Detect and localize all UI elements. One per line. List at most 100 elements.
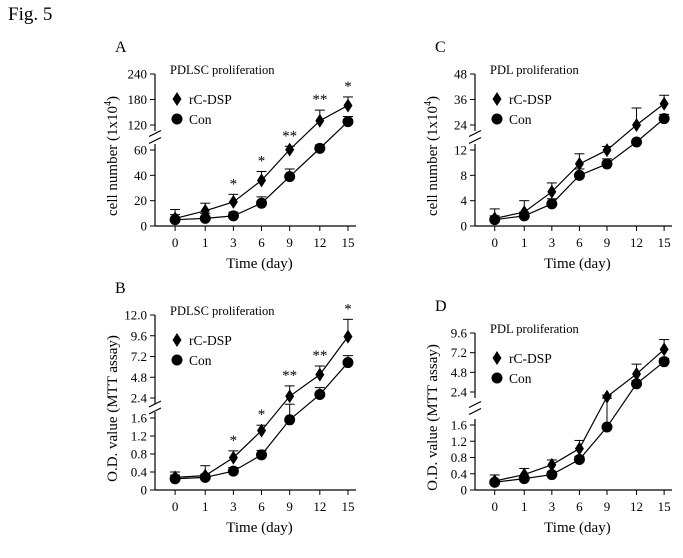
data-point-circle bbox=[199, 212, 211, 224]
y-tick-label: 4.8 bbox=[451, 365, 467, 380]
data-point-circle bbox=[256, 197, 268, 209]
x-tick-label: 6 bbox=[576, 235, 583, 250]
y-tick-label: 0.4 bbox=[451, 466, 468, 481]
legend-marker-circle bbox=[171, 113, 183, 125]
data-point-diamond bbox=[547, 457, 557, 472]
y-tick-label: 12 bbox=[454, 143, 467, 158]
y-tick-label: 1.2 bbox=[131, 429, 147, 444]
data-point-diamond bbox=[343, 98, 353, 113]
y-tick-label: 9.6 bbox=[131, 328, 148, 343]
chart-panel-a: A PDLSC proliferation 0 20 40 60 120 180 240 0 1 3 6… bbox=[103, 39, 356, 272]
x-tick-label: 12 bbox=[630, 499, 643, 514]
data-point-diamond bbox=[315, 367, 325, 382]
x-axis-label: Time (day) bbox=[544, 520, 611, 536]
series-rc-dsp bbox=[489, 94, 670, 226]
y-tick-label: 24 bbox=[454, 118, 468, 133]
x-tick-label: 15 bbox=[658, 235, 671, 250]
significance-marker: * bbox=[258, 154, 266, 170]
data-point-circle bbox=[284, 414, 296, 426]
chart-title: PDLSC proliferation bbox=[170, 304, 275, 318]
y-tick-label: 120 bbox=[128, 118, 148, 133]
panel-letter: D bbox=[435, 298, 447, 315]
x-tick-label: 0 bbox=[172, 235, 179, 250]
x-tick-label: 1 bbox=[202, 499, 209, 514]
y-tick-label: 0 bbox=[141, 483, 148, 498]
x-tick-label: 3 bbox=[549, 235, 556, 250]
data-point-diamond bbox=[490, 474, 500, 489]
data-point-circle bbox=[573, 454, 585, 466]
significance-marker: ** bbox=[282, 368, 297, 384]
x-tick-label: 6 bbox=[258, 235, 265, 250]
chart-title: PDL proliferation bbox=[490, 63, 580, 77]
legend-label: rC-DSP bbox=[189, 92, 232, 107]
y-axis-label: cell number (1x104) bbox=[103, 96, 121, 216]
legend-label: rC-DSP bbox=[509, 351, 552, 366]
series-rc-dsp bbox=[170, 318, 353, 485]
x-tick-label: 6 bbox=[258, 499, 265, 514]
significance-marker: * bbox=[344, 301, 352, 317]
chart-title: PDL proliferation bbox=[490, 322, 580, 336]
y-tick-label: 0 bbox=[461, 483, 468, 498]
data-point-diamond bbox=[602, 143, 612, 158]
data-point-diamond bbox=[574, 156, 584, 171]
x-tick-label: 9 bbox=[286, 499, 293, 514]
x-tick-label: 15 bbox=[341, 235, 354, 250]
x-axis-label: Time (day) bbox=[544, 256, 611, 272]
data-point-circle bbox=[631, 378, 643, 390]
legend-label: Con bbox=[189, 353, 212, 368]
data-point-circle bbox=[601, 421, 613, 433]
legend: rC-DSP Con bbox=[491, 92, 552, 127]
data-point-circle bbox=[573, 169, 585, 181]
data-point-diamond bbox=[659, 342, 669, 357]
y-tick-label: 12.0 bbox=[124, 308, 147, 323]
x-tick-label: 9 bbox=[604, 235, 611, 250]
data-point-diamond bbox=[228, 194, 238, 209]
x-tick-label: 0 bbox=[491, 499, 498, 514]
axis-break-mark bbox=[148, 400, 162, 408]
data-point-diamond bbox=[228, 450, 238, 465]
data-point-diamond bbox=[632, 366, 642, 381]
significance-marker: * bbox=[258, 407, 266, 423]
y-tick-label: 2.4 bbox=[131, 391, 148, 406]
data-point-diamond bbox=[170, 470, 180, 485]
series-rc-dsp bbox=[489, 339, 670, 489]
legend-label: rC-DSP bbox=[189, 333, 232, 348]
data-point-diamond bbox=[285, 389, 295, 404]
x-tick-label: 9 bbox=[604, 499, 611, 514]
legend-label: Con bbox=[189, 112, 212, 127]
y-tick-label: 8 bbox=[461, 168, 468, 183]
panel-letter: B bbox=[115, 280, 126, 297]
y-tick-label: 48 bbox=[454, 67, 467, 82]
x-axis-label: Time (day) bbox=[226, 520, 293, 536]
x-tick-label: 12 bbox=[630, 235, 643, 250]
data-point-diamond bbox=[257, 173, 267, 188]
legend: rC-DSP Con bbox=[171, 333, 232, 368]
data-point-circle bbox=[631, 136, 643, 148]
data-point-diamond bbox=[200, 468, 210, 483]
y-tick-label: 0.8 bbox=[451, 450, 467, 465]
axis-break-mark bbox=[468, 136, 482, 145]
series-rc-dsp bbox=[170, 96, 353, 226]
legend-marker-diamond bbox=[172, 333, 182, 347]
y-tick-label: 20 bbox=[134, 193, 147, 208]
y-tick-label: 4 bbox=[461, 193, 468, 208]
legend-marker-circle bbox=[491, 372, 503, 384]
series-con bbox=[169, 116, 354, 226]
legend-marker-diamond bbox=[492, 351, 502, 365]
data-point-circle bbox=[546, 469, 558, 481]
legend: rC-DSP Con bbox=[491, 351, 552, 386]
y-tick-label: 2.4 bbox=[451, 385, 468, 400]
axis-break-mark bbox=[148, 407, 162, 415]
data-point-circle bbox=[658, 113, 670, 125]
x-tick-label: 1 bbox=[521, 499, 528, 514]
x-tick-label: 3 bbox=[230, 499, 237, 514]
data-point-circle bbox=[284, 171, 296, 183]
data-point-circle bbox=[227, 465, 239, 477]
data-point-diamond bbox=[602, 389, 612, 404]
data-point-diamond bbox=[170, 211, 180, 226]
data-point-diamond bbox=[519, 467, 529, 482]
data-point-diamond bbox=[315, 113, 325, 128]
x-tick-label: 15 bbox=[341, 499, 354, 514]
